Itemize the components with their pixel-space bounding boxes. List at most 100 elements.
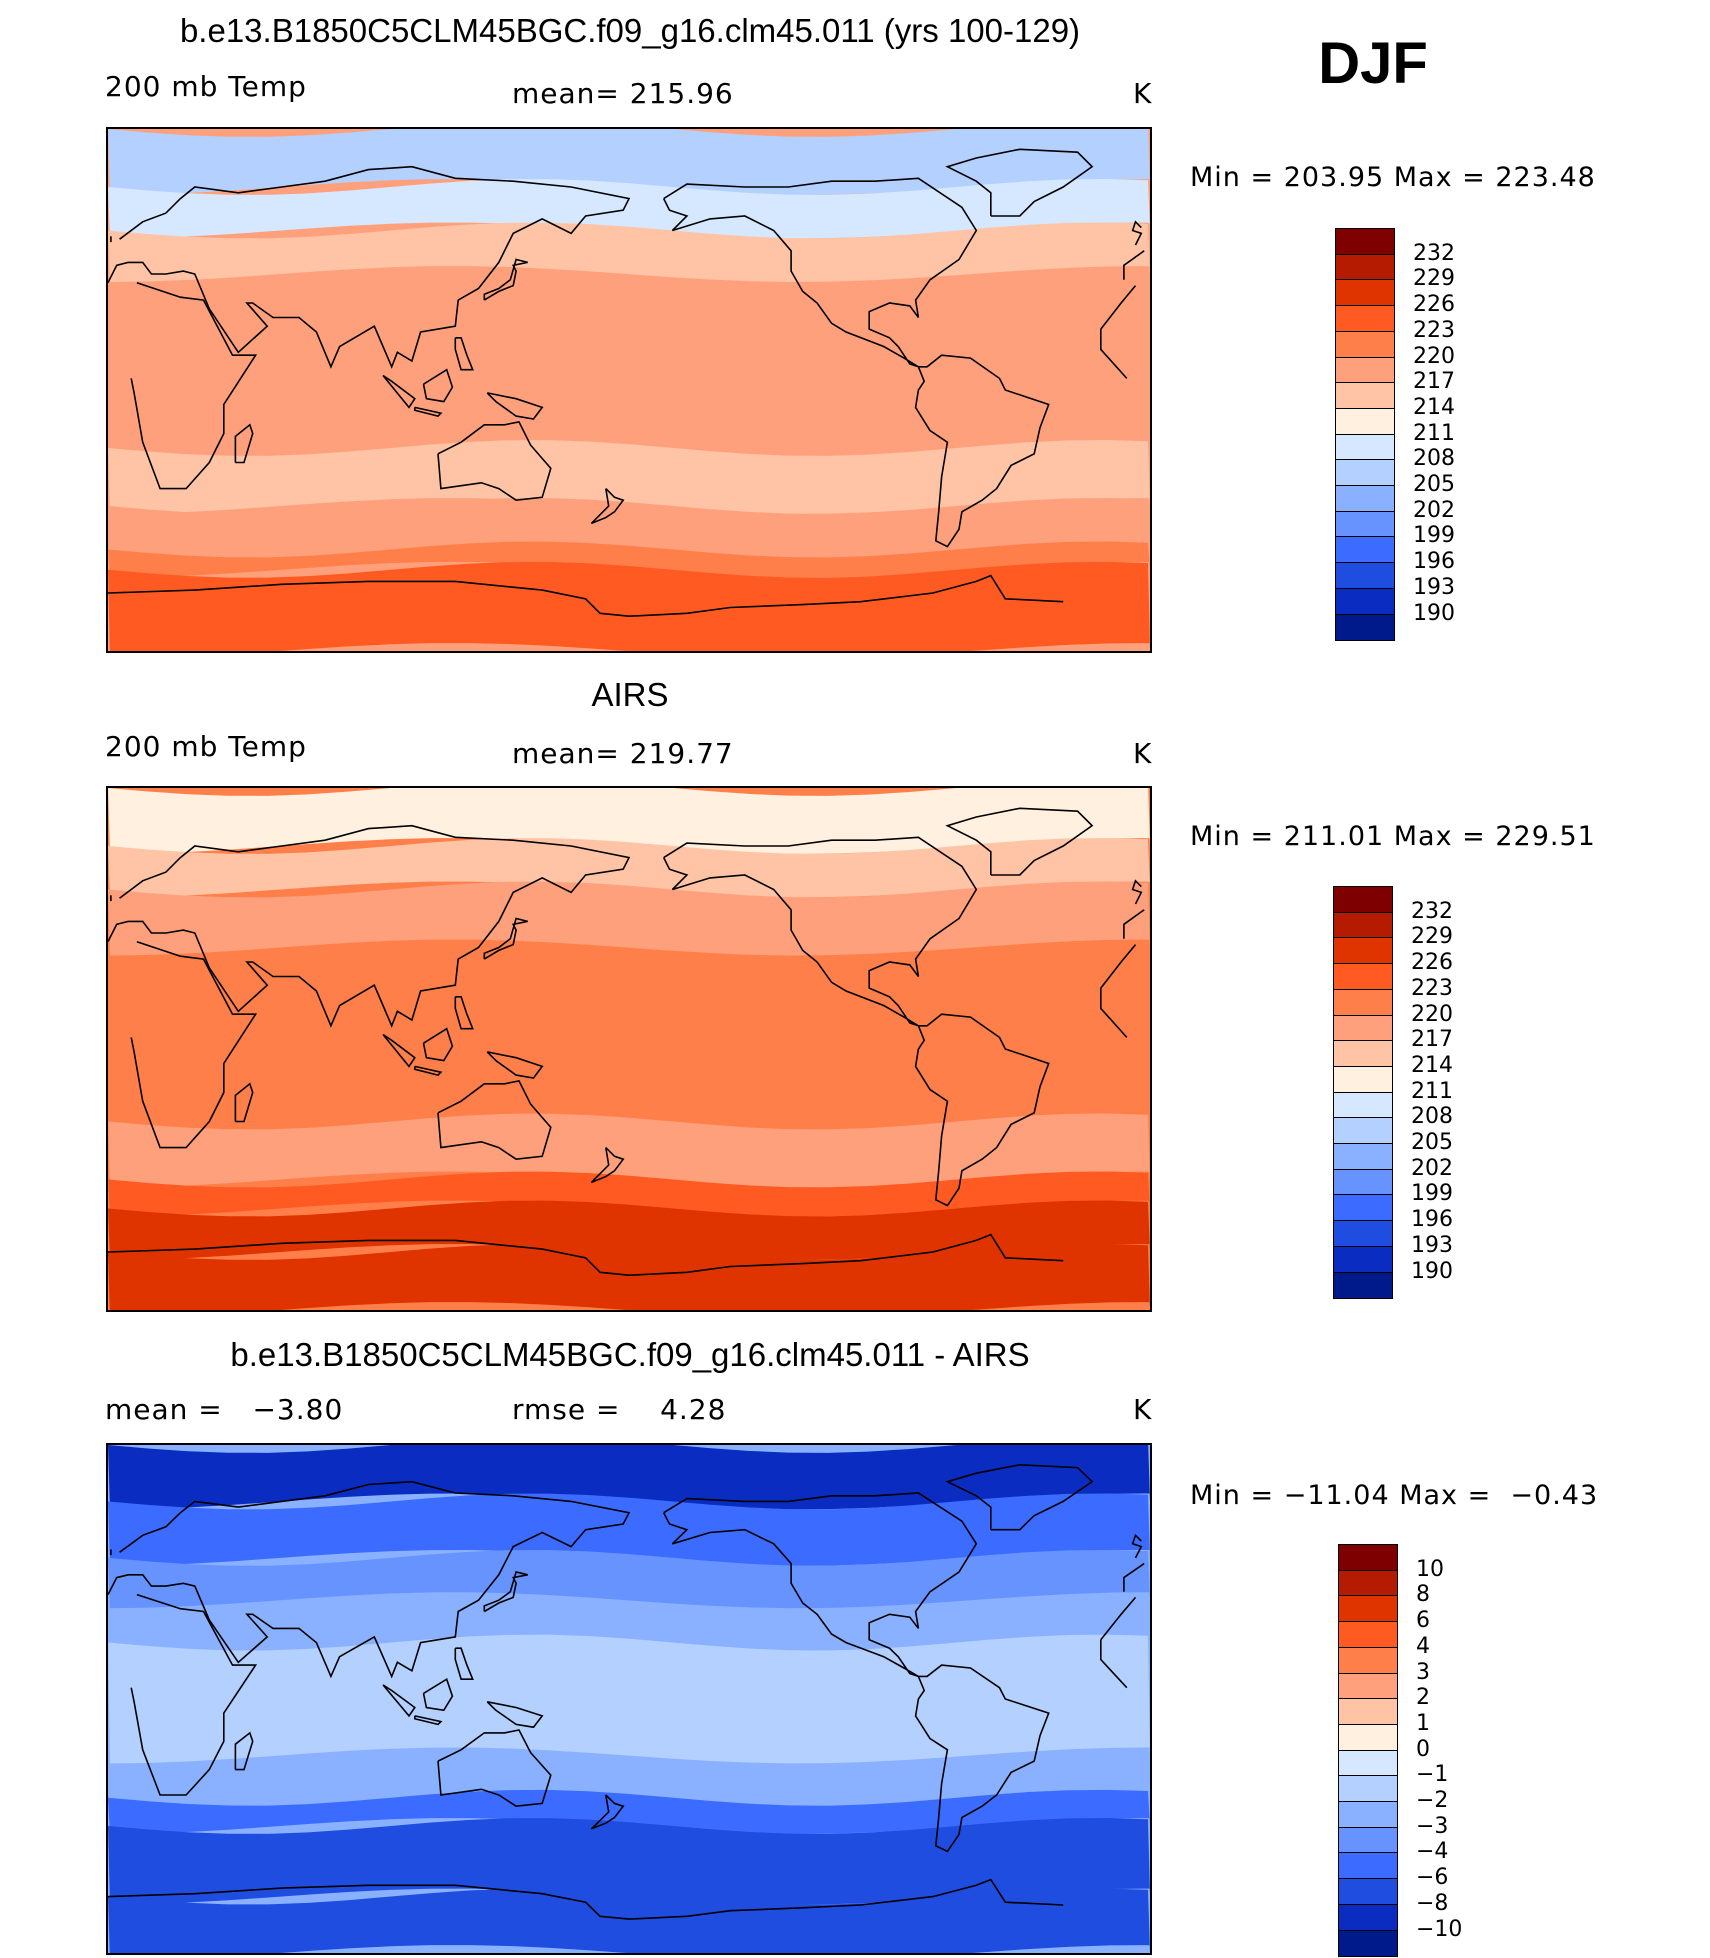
contour-band xyxy=(108,1200,1150,1260)
colorbar-box xyxy=(1333,963,1393,991)
coastline xyxy=(590,1147,625,1184)
colorbar-box xyxy=(1335,253,1395,281)
panel2-mean-label: mean= 219.77 xyxy=(512,737,734,770)
colorbar-tick-label: 232 xyxy=(1413,240,1455,266)
colorbar-box xyxy=(1338,1672,1398,1700)
colorbar-tick-label: −10 xyxy=(1416,1916,1463,1942)
coastline xyxy=(413,1715,443,1726)
colorbar-box xyxy=(1335,305,1395,333)
contour-band xyxy=(108,1171,1150,1217)
colorbar-tick-label: 214 xyxy=(1413,394,1455,420)
coastline xyxy=(1100,285,1137,330)
coastline xyxy=(454,1647,474,1680)
coastline xyxy=(1123,1562,1145,1592)
coastline xyxy=(382,1033,416,1068)
panel3-minmax: Min = −11.04 Max = −0.43 xyxy=(1190,1480,1599,1511)
colorbar-box xyxy=(1335,587,1395,615)
contour-band xyxy=(108,1113,1150,1188)
colorbar-box xyxy=(1333,1040,1393,1068)
colorbar-tick-label: 208 xyxy=(1411,1104,1453,1130)
coastline xyxy=(454,337,474,371)
coastline xyxy=(1123,250,1145,280)
contour-band xyxy=(108,1244,1150,1310)
colorbar-box xyxy=(1335,536,1395,564)
colorbar-box xyxy=(1335,433,1395,461)
colorbar-box xyxy=(1333,988,1393,1016)
coastline xyxy=(486,1051,544,1079)
colorbar-box xyxy=(1333,886,1393,914)
colorbar-box xyxy=(1335,356,1395,384)
contour-band xyxy=(108,222,1150,282)
colorbar-box xyxy=(1335,459,1395,487)
colorbar-box xyxy=(1335,382,1395,410)
panel2-title: AIRS xyxy=(591,676,669,713)
colorbar-box xyxy=(1333,1271,1393,1299)
coastline xyxy=(1131,220,1143,246)
panel1-title: b.e13.B1850C5CLM45BGC.f09_g16.clm45.011 … xyxy=(179,12,1081,49)
colorbar-tick-label: 3 xyxy=(1416,1659,1430,1685)
colorbar-tick-label: 205 xyxy=(1413,472,1455,497)
panel3-units-label: K xyxy=(1133,1393,1153,1426)
coastline xyxy=(914,354,1050,548)
colorbar-box xyxy=(1333,1220,1393,1248)
panel1-mean-label: mean= 215.96 xyxy=(512,77,734,110)
panel1-variable-label: 200 mb Temp xyxy=(105,70,307,103)
coastline xyxy=(108,1233,1064,1277)
contour-band xyxy=(108,1445,1150,1510)
colorbar-box xyxy=(1338,1826,1398,1854)
coastline xyxy=(590,1794,625,1830)
coastline xyxy=(486,1701,544,1729)
colorbar-tick-label: 211 xyxy=(1413,420,1455,446)
coastline xyxy=(130,281,258,490)
coastline xyxy=(483,917,528,960)
colorbar-tick-label: 199 xyxy=(1411,1181,1453,1207)
colorbar-box xyxy=(1335,485,1395,513)
panel1-units-label: K xyxy=(1133,77,1153,110)
colorbar-box xyxy=(1338,1698,1398,1726)
colorbar-tick-label: 217 xyxy=(1411,1027,1453,1053)
colorbar-box xyxy=(1338,1903,1398,1931)
coastline xyxy=(662,177,978,368)
panel3-title: b.e13.B1850C5CLM45BGC.f09_g16.clm45.011 … xyxy=(230,1336,1030,1373)
colorbar-tick-label: 214 xyxy=(1411,1052,1453,1078)
colorbar-tick-label: 0 xyxy=(1416,1736,1430,1762)
coastline xyxy=(108,824,631,1028)
panel3-map xyxy=(106,1443,1152,1955)
colorbar-box xyxy=(1335,228,1395,256)
colorbar-tick-label: 199 xyxy=(1413,523,1455,549)
contour-band xyxy=(108,881,1150,956)
colorbar-box xyxy=(1333,1245,1393,1273)
colorbar-box xyxy=(1333,1091,1393,1119)
panel2-map-svg xyxy=(108,788,1150,1310)
coastline xyxy=(1099,1639,1128,1689)
colorbar-tick-label: 229 xyxy=(1411,924,1453,950)
coastline xyxy=(108,574,1064,618)
coastline xyxy=(662,1492,978,1678)
contour-band xyxy=(108,1888,1150,1953)
coastline xyxy=(914,1013,1050,1207)
colorbar-tick-label: 1 xyxy=(1416,1710,1430,1736)
panel1-map xyxy=(106,127,1152,653)
coastline xyxy=(486,392,544,420)
coastline xyxy=(413,1065,443,1076)
colorbar-box xyxy=(1335,279,1395,307)
colorbar-box xyxy=(1338,1595,1398,1623)
coastline xyxy=(108,1878,1064,1920)
colorbar-tick-label: 220 xyxy=(1413,343,1455,369)
colorbar-box xyxy=(1338,1646,1398,1674)
colorbar-box xyxy=(1338,1801,1398,1829)
season-label: DJF xyxy=(1318,31,1428,96)
coastline xyxy=(1131,1533,1143,1559)
colorbar-box xyxy=(1338,1878,1398,1906)
colorbar-tick-label: −3 xyxy=(1416,1813,1449,1839)
panel2-minmax: Min = 211.01 Max = 229.51 xyxy=(1190,821,1596,852)
colorbar-tick-label: −1 xyxy=(1416,1762,1449,1788)
contour-band xyxy=(108,838,1150,898)
colorbar-box xyxy=(1338,1544,1398,1572)
colorbar-tick-label: 226 xyxy=(1413,292,1455,318)
coastline xyxy=(234,1082,254,1123)
coastline xyxy=(914,1664,1050,1853)
coastline xyxy=(130,940,258,1149)
colorbar-tick-label: 202 xyxy=(1411,1155,1453,1181)
colorbar-tick-label: −8 xyxy=(1416,1890,1449,1916)
